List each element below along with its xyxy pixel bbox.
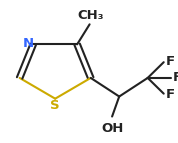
Text: N: N xyxy=(23,37,34,50)
Text: F: F xyxy=(166,55,175,68)
Text: S: S xyxy=(50,99,60,112)
Text: CH₃: CH₃ xyxy=(77,9,104,22)
Text: F: F xyxy=(173,71,178,84)
Text: OH: OH xyxy=(101,122,123,135)
Text: F: F xyxy=(166,88,175,101)
